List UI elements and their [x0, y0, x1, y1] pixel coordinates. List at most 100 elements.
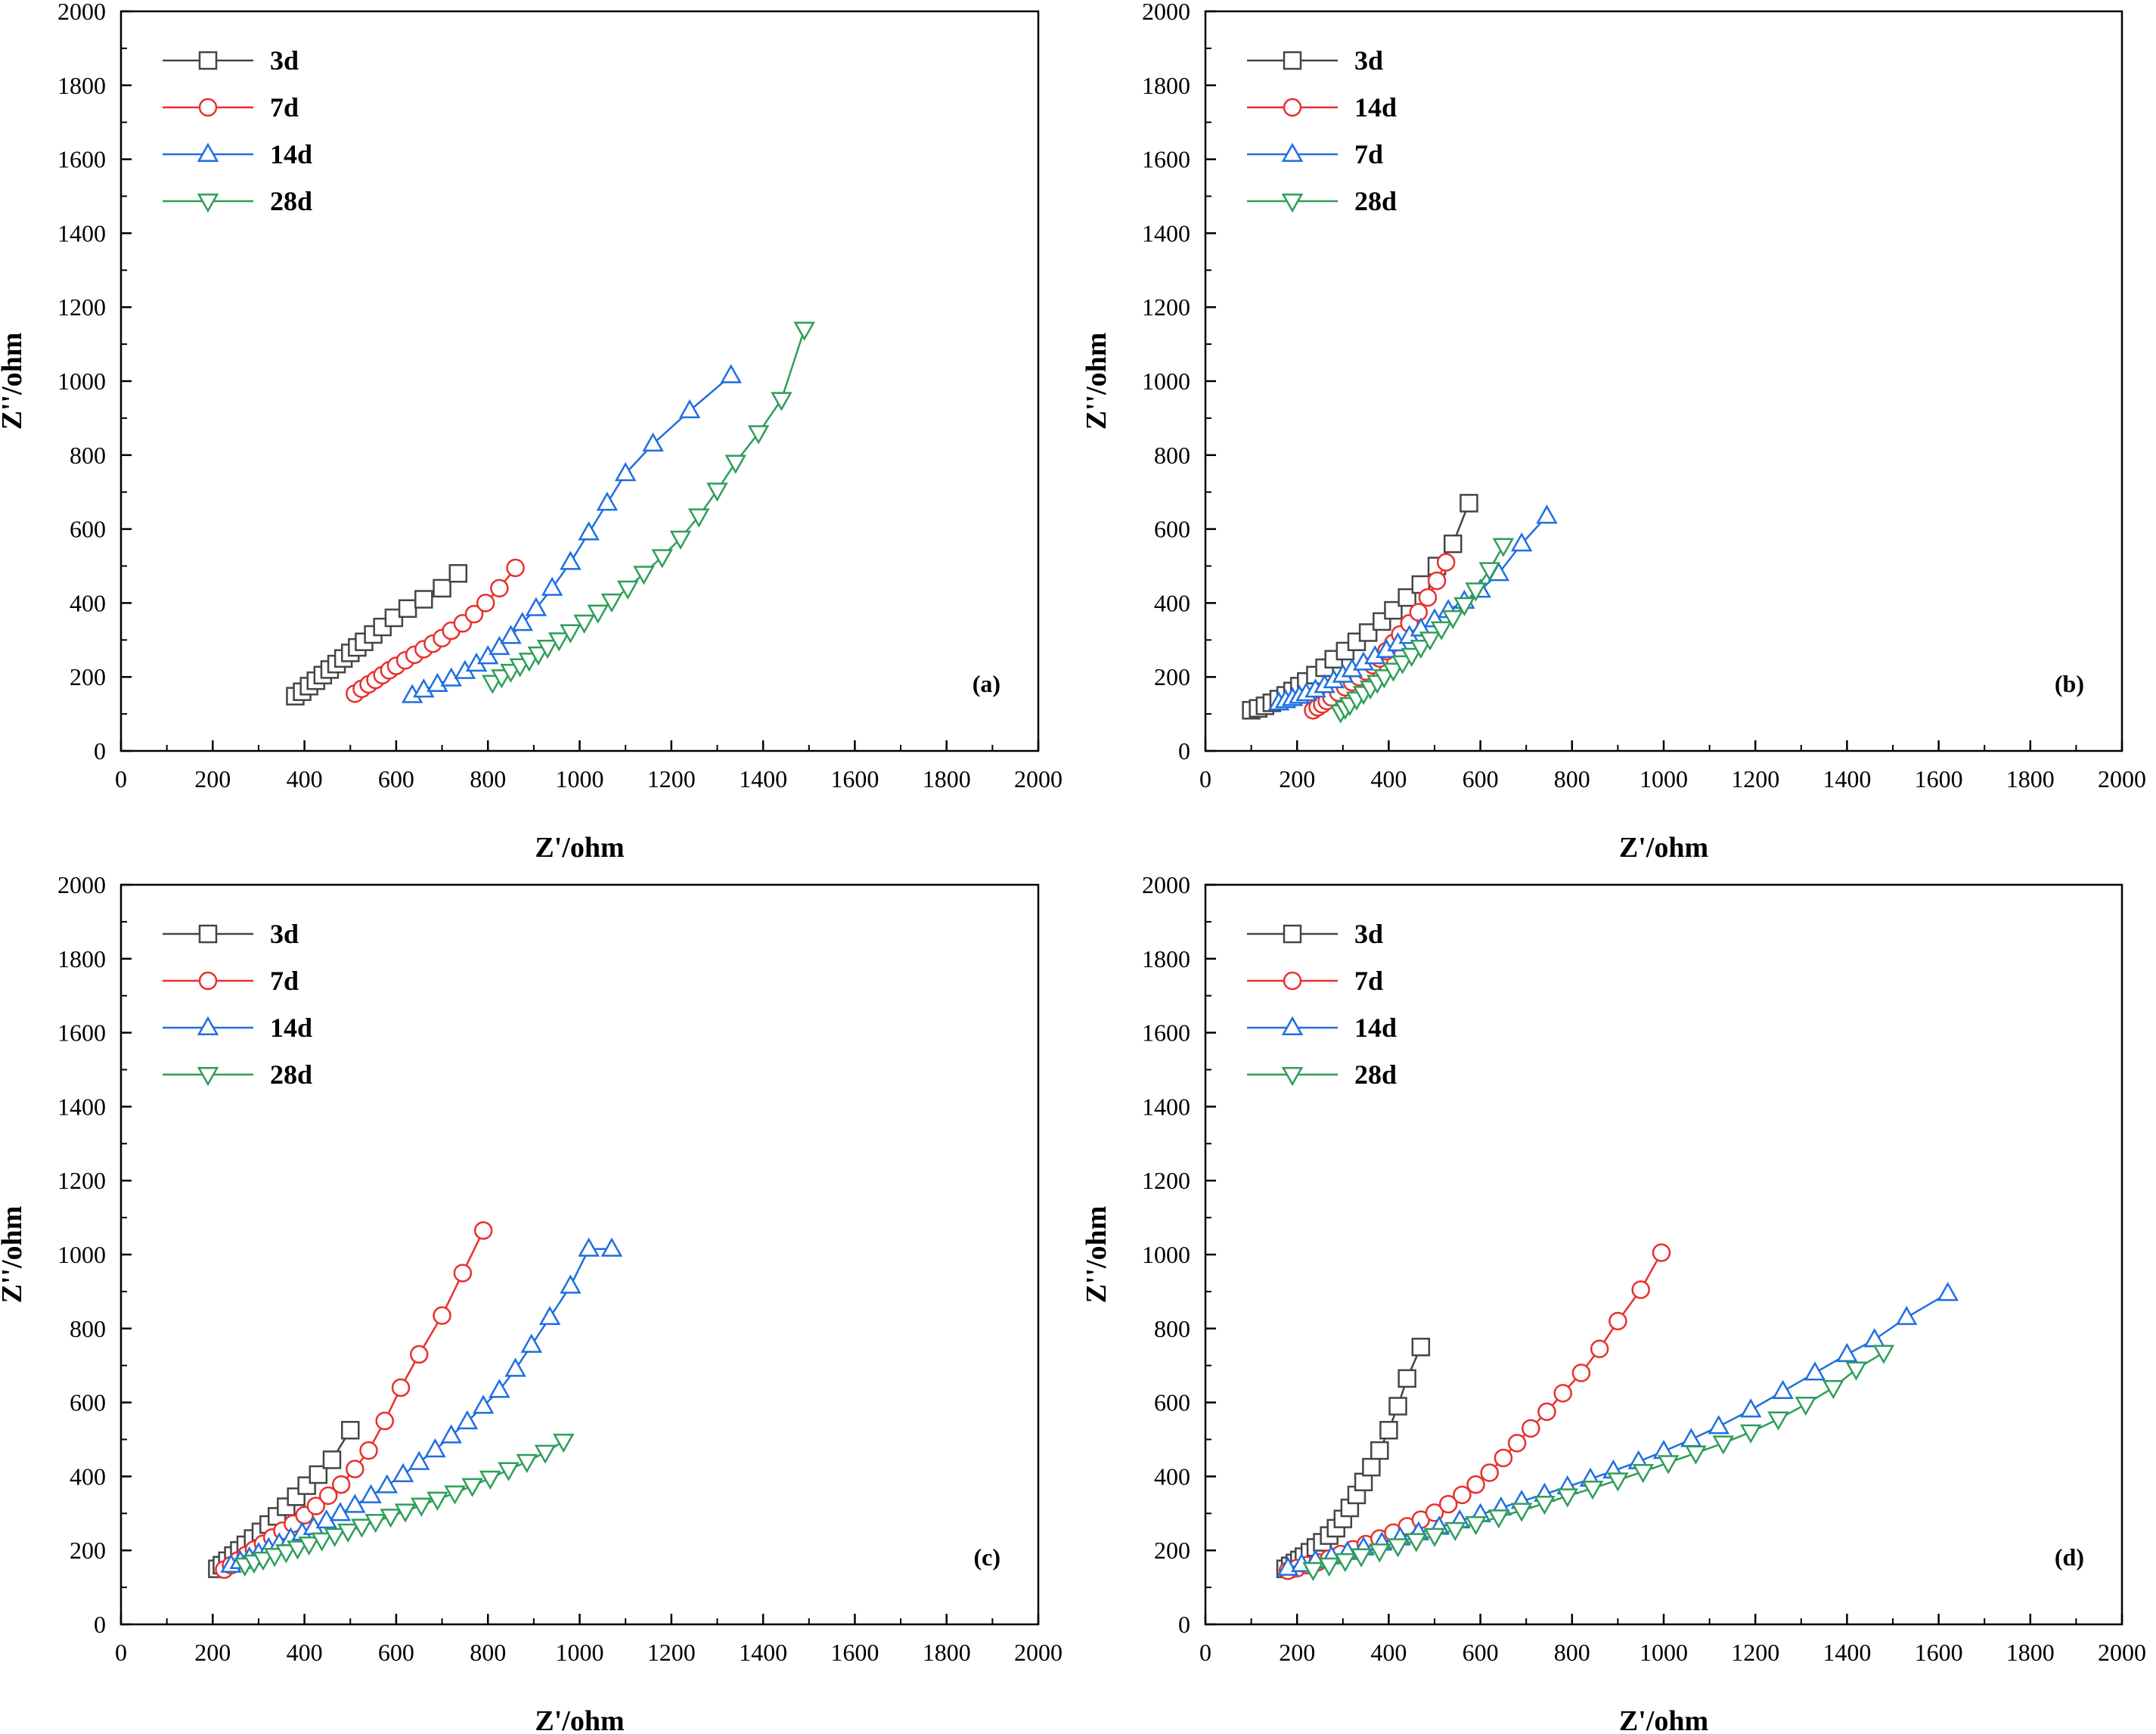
- data-point: [1836, 1342, 1858, 1363]
- data-point: [1494, 1448, 1513, 1468]
- data-point: [1418, 588, 1438, 607]
- data-point: [252, 1551, 275, 1571]
- data-point: [1712, 1435, 1735, 1455]
- data-point: [1373, 669, 1395, 689]
- x-tick-label: 2000: [1014, 765, 1062, 793]
- y-tick-label: 200: [1154, 663, 1190, 690]
- x-tick-label: 400: [287, 1639, 323, 1666]
- y-tick-label: 800: [70, 1315, 106, 1342]
- x-tick-label: 1400: [739, 765, 787, 793]
- y-tick-label: 2000: [57, 0, 106, 25]
- series-7d: [346, 558, 525, 703]
- series-14d: [220, 1237, 623, 1573]
- y-tick-label: 1600: [57, 146, 106, 173]
- x-tick-label: 800: [1554, 765, 1590, 793]
- legend-marker: [1283, 51, 1302, 70]
- data-point: [616, 580, 639, 600]
- data-point: [747, 425, 770, 445]
- data-point: [473, 1221, 493, 1240]
- x-tick-label: 0: [1199, 1639, 1211, 1666]
- data-point: [1581, 1481, 1604, 1500]
- legend-marker: [197, 1016, 219, 1036]
- x-tick-label: 1400: [739, 1639, 787, 1666]
- data-point: [600, 593, 623, 613]
- data-point: [322, 1450, 342, 1469]
- x-axis-title: Z'/ohm: [1619, 832, 1708, 864]
- data-point: [1444, 1522, 1466, 1542]
- legend-marker: [198, 98, 218, 117]
- legend-marker: [198, 971, 218, 991]
- y-tick-label: 1000: [1142, 368, 1190, 395]
- y-tick-label: 800: [1154, 1315, 1190, 1342]
- legend-marker: [1281, 142, 1304, 163]
- data-point: [392, 1463, 414, 1483]
- data-point: [1590, 1339, 1609, 1358]
- x-tick-label: 1400: [1823, 765, 1871, 793]
- data-point: [1652, 1243, 1671, 1262]
- y-tick-label: 1000: [57, 368, 106, 395]
- data-point: [1370, 1441, 1389, 1460]
- data-point: [525, 597, 548, 616]
- x-tick-label: 1000: [556, 1639, 604, 1666]
- data-point: [1571, 1363, 1591, 1382]
- data-point: [1318, 1557, 1340, 1577]
- data-point: [1553, 1384, 1572, 1403]
- chart-panel: 0 200 400 600 800 1000 1200 1400 1600 1800 2000 0 20…: [0, 871, 1062, 1734]
- data-point: [341, 1421, 360, 1440]
- x-tick-label: 200: [194, 765, 231, 793]
- legend-label: 14d: [270, 1013, 312, 1043]
- data-point: [1536, 504, 1558, 524]
- series-3d: [286, 564, 468, 706]
- data-point: [560, 624, 582, 644]
- legend: 3d 7d 14d 28d: [163, 45, 312, 216]
- data-point: [489, 635, 510, 656]
- x-tick-label: 1200: [1731, 1639, 1779, 1666]
- y-tick-label: 400: [1154, 1463, 1190, 1490]
- data-point: [1804, 1361, 1826, 1381]
- data-point: [287, 1540, 309, 1560]
- x-tick-label: 1600: [1915, 765, 1963, 793]
- legend-marker: [1283, 971, 1302, 991]
- x-tick-label: 2000: [2098, 765, 2146, 793]
- y-axis-title: Z''/ohm: [1081, 333, 1112, 430]
- legend-marker: [198, 924, 218, 944]
- data-point: [578, 1237, 600, 1257]
- data-point: [376, 1474, 399, 1494]
- x-tick-label: 200: [1279, 765, 1315, 793]
- data-point: [1466, 1475, 1485, 1494]
- data-point: [506, 558, 525, 578]
- data-point: [351, 1518, 373, 1538]
- data-point: [793, 321, 815, 341]
- x-tick-label: 800: [1554, 1639, 1590, 1666]
- y-tick-label: 1800: [57, 72, 106, 99]
- legend: 3d 7d 14d 28d: [1247, 919, 1397, 1090]
- data-point: [560, 1274, 582, 1294]
- legend-label: 3d: [270, 919, 299, 949]
- chart-panel: 0 200 400 600 800 1000 1200 1400 1600 1800 2000 0 20…: [0, 0, 1062, 864]
- series-28d: [1302, 1345, 1895, 1581]
- y-tick-label: 1200: [57, 293, 106, 321]
- data-point: [360, 1484, 382, 1503]
- x-tick-label: 400: [287, 765, 323, 793]
- legend-label: 7d: [1354, 139, 1383, 169]
- x-tick-label: 1000: [556, 765, 604, 793]
- y-tick-label: 600: [1154, 1389, 1190, 1416]
- y-tick-label: 0: [1178, 737, 1190, 765]
- data-point: [538, 1305, 561, 1326]
- y-tick-label: 1800: [1142, 945, 1190, 972]
- y-tick-label: 400: [70, 1463, 106, 1490]
- legend-label: 7d: [1354, 966, 1383, 996]
- legend: 3d 7d 14d 28d: [163, 919, 312, 1090]
- data-point: [614, 462, 637, 482]
- data-point: [298, 1536, 320, 1556]
- x-tick-label: 0: [1199, 765, 1211, 793]
- x-tick-label: 1200: [647, 765, 696, 793]
- plot-frame: [119, 10, 1040, 752]
- legend-marker: [197, 193, 219, 213]
- data-point: [1537, 1402, 1556, 1422]
- data-point: [1453, 597, 1475, 617]
- y-tick-label: 200: [70, 663, 106, 690]
- data-point: [1369, 1543, 1391, 1563]
- data-point: [453, 1264, 473, 1283]
